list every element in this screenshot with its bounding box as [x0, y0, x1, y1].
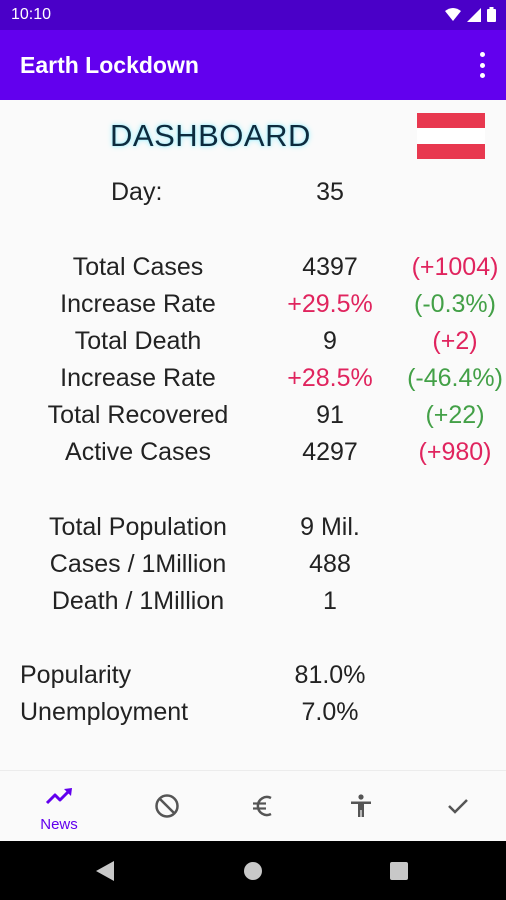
- check-icon: [448, 799, 468, 814]
- stat-label: Total Cases: [72, 253, 204, 281]
- accessibility-icon: [351, 794, 371, 817]
- stat-change: (+1004): [411, 253, 499, 281]
- indicator-value: 7.0%: [301, 698, 359, 726]
- nav-check[interactable]: [408, 771, 506, 842]
- population-value: 9 Mil.: [300, 513, 360, 541]
- status-bar: 10:10: [0, 0, 506, 30]
- app-title: Earth Lockdown: [20, 52, 199, 78]
- population-label: Death / 1Million: [51, 587, 225, 615]
- day-value: 35: [316, 178, 344, 206]
- battery-icon: [487, 7, 496, 22]
- block-icon: [155, 794, 179, 818]
- stat-label: Increase Rate: [60, 290, 216, 318]
- country-flag: [417, 113, 485, 159]
- signal-icon: [467, 7, 481, 22]
- population-value: 488: [309, 550, 351, 578]
- indicator-label: Popularity: [20, 661, 132, 689]
- system-navigation-bar: [0, 841, 506, 900]
- nav-news[interactable]: News: [9, 771, 109, 842]
- population-value: 1: [323, 587, 337, 615]
- stat-change: (-0.3%): [414, 290, 496, 318]
- nav-news-label: News: [40, 816, 78, 833]
- status-time: 10:10: [11, 6, 52, 23]
- stat-change: (+2): [432, 327, 478, 355]
- stat-change: (+980): [418, 438, 492, 466]
- dashboard-title: DASHBOARD: [110, 118, 311, 153]
- flag-stripe-top: [417, 113, 485, 129]
- bottom-navigation: News: [0, 770, 506, 842]
- home-icon[interactable]: [243, 861, 263, 881]
- trending-up-icon: [45, 788, 72, 805]
- stat-change: (+22): [425, 401, 485, 429]
- nav-accessibility[interactable]: [311, 771, 411, 842]
- euro-icon: [253, 795, 272, 817]
- indicator-value: 81.0%: [294, 661, 366, 689]
- stat-value: +28.5%: [287, 364, 373, 392]
- population-label: Total Population: [49, 513, 227, 541]
- stat-label: Active Cases: [65, 438, 211, 466]
- stat-change: (-46.4%): [407, 364, 503, 392]
- flag-stripe-middle: [417, 128, 485, 144]
- indicator-label: Unemployment: [20, 698, 189, 726]
- day-label: Day:: [111, 178, 163, 206]
- stat-value: 91: [316, 401, 344, 429]
- flag-stripe-bottom: [417, 143, 485, 159]
- recents-icon[interactable]: [390, 862, 408, 880]
- more-vert-icon[interactable]: [474, 52, 490, 78]
- stat-value: 4397: [302, 253, 358, 281]
- status-icons: [445, 7, 496, 22]
- stat-label: Total Death: [74, 327, 202, 355]
- stat-label: Increase Rate: [60, 364, 216, 392]
- stat-value: 9: [323, 327, 337, 355]
- back-icon[interactable]: [96, 861, 114, 881]
- population-label: Cases / 1Million: [49, 550, 227, 578]
- stat-value: +29.5%: [287, 290, 373, 318]
- wifi-icon: [445, 7, 461, 21]
- stat-value: 4297: [302, 438, 358, 466]
- app-bar: Earth Lockdown: [0, 30, 506, 100]
- nav-euro[interactable]: [213, 771, 313, 842]
- stat-label: Total Recovered: [47, 401, 229, 429]
- nav-block[interactable]: [117, 771, 217, 842]
